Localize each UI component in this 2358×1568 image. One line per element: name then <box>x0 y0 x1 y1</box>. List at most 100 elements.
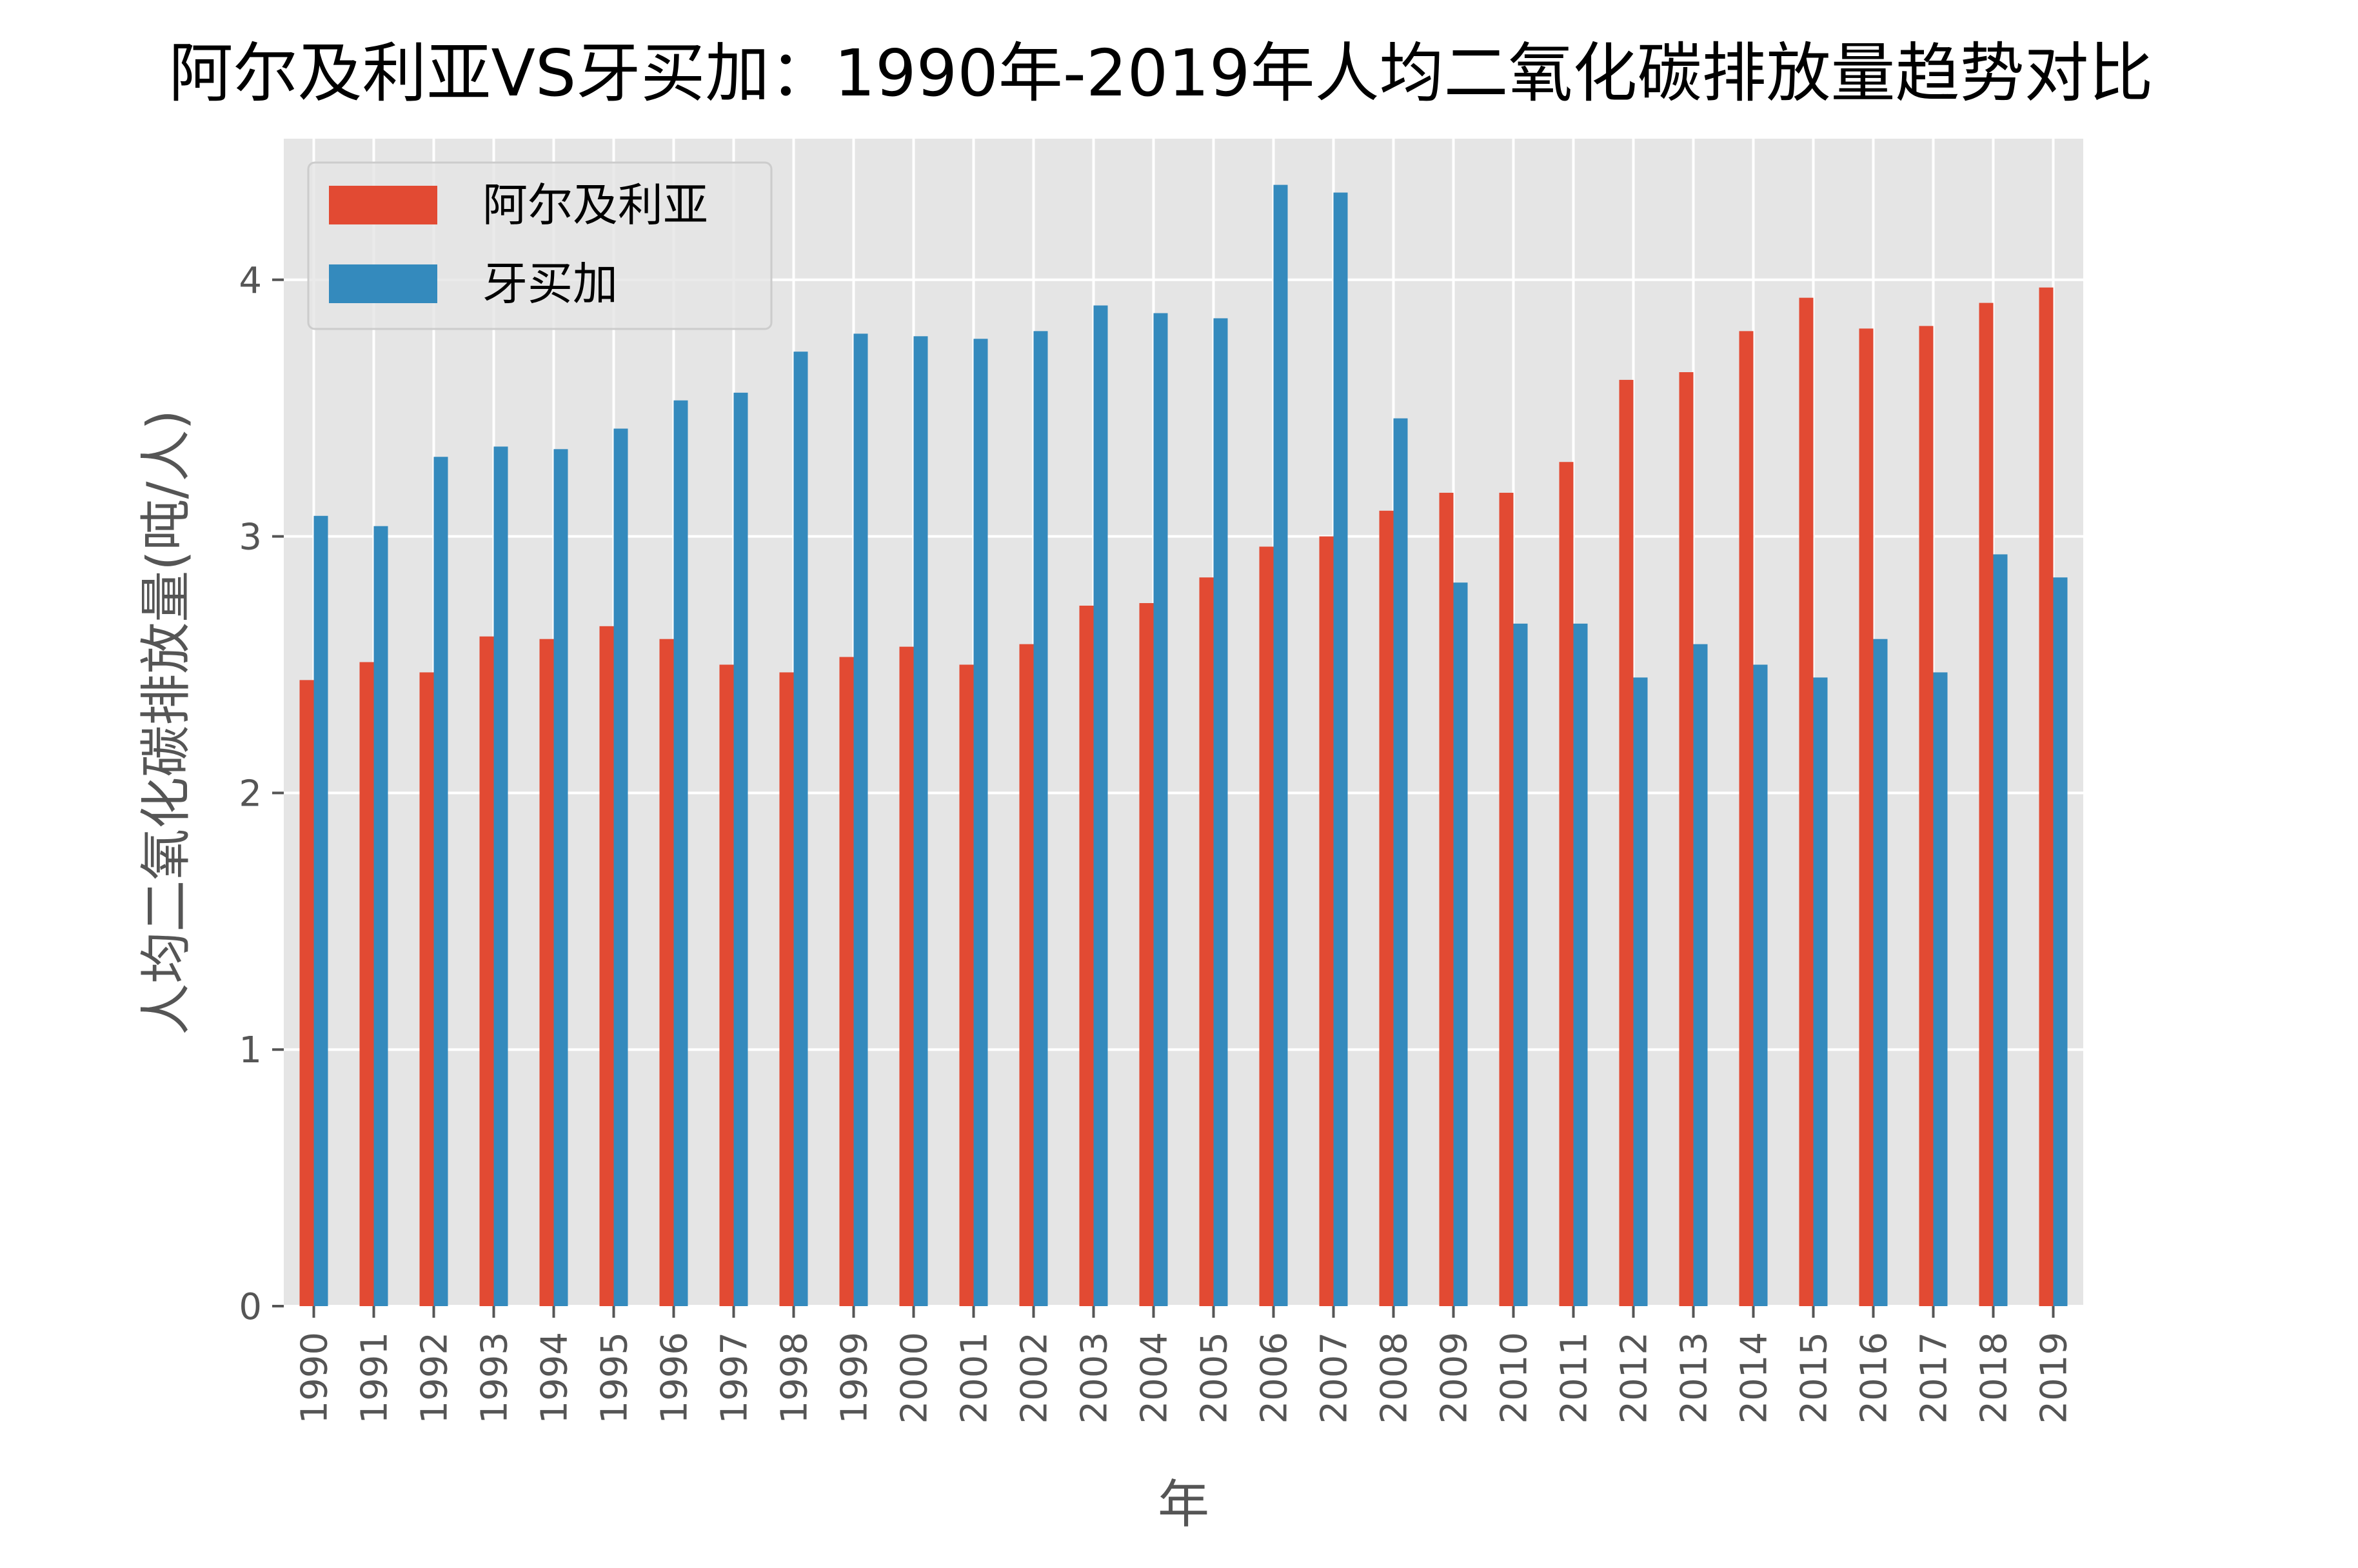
bar-algeria-1998 <box>779 672 794 1306</box>
x-tick-label-1995: 1995 <box>594 1332 636 1424</box>
bar-algeria-1995 <box>599 626 614 1306</box>
x-tick-label-2001: 2001 <box>954 1332 996 1424</box>
bar-algeria-2009 <box>1439 492 1454 1306</box>
bar-algeria-1990 <box>299 680 314 1306</box>
bar-jamaica-1999 <box>853 333 868 1307</box>
bar-jamaica-1993 <box>493 446 508 1307</box>
bar-algeria-2012 <box>1619 379 1634 1306</box>
x-tick-label-2016: 2016 <box>1854 1332 1896 1424</box>
y-axis-label: 人均二氧化碳排放量(吨/人) <box>136 410 196 1035</box>
bar-algeria-2004 <box>1139 603 1154 1306</box>
x-tick-label-1993: 1993 <box>474 1332 516 1424</box>
bar-algeria-1997 <box>719 664 734 1306</box>
bar-algeria-2015 <box>1799 297 1814 1307</box>
bar-jamaica-2019 <box>2053 577 2068 1307</box>
bar-algeria-1994 <box>539 639 554 1306</box>
x-tick-label-2000: 2000 <box>894 1332 936 1424</box>
x-tick-label-1991: 1991 <box>354 1332 396 1424</box>
bar-jamaica-2018 <box>1993 554 2008 1306</box>
bar-jamaica-2011 <box>1573 623 1588 1306</box>
bar-algeria-2003 <box>1079 606 1094 1306</box>
bar-jamaica-1998 <box>793 352 808 1307</box>
bar-algeria-2001 <box>959 664 974 1306</box>
bars <box>299 184 2068 1307</box>
bar-algeria-1996 <box>659 639 674 1306</box>
x-tick-label-2015: 2015 <box>1794 1332 1836 1424</box>
x-tick-label-2011: 2011 <box>1554 1332 1596 1424</box>
y-tick-label: 3 <box>239 517 262 559</box>
x-tick-label-2006: 2006 <box>1254 1332 1296 1424</box>
bar-algeria-2002 <box>1019 644 1034 1306</box>
bar-jamaica-2017 <box>1933 672 1948 1306</box>
bar-jamaica-1991 <box>373 526 388 1306</box>
legend-label-jamaica: 牙买加 <box>482 257 618 310</box>
bar-jamaica-2004 <box>1153 313 1168 1306</box>
bar-jamaica-2000 <box>913 336 928 1307</box>
x-tick-label-1992: 1992 <box>414 1332 456 1424</box>
bar-jamaica-2002 <box>1033 331 1048 1307</box>
bar-jamaica-2006 <box>1273 184 1288 1307</box>
plot-background <box>284 139 2083 1306</box>
bar-jamaica-2013 <box>1693 644 1708 1306</box>
x-tick-label-2010: 2010 <box>1494 1332 1536 1424</box>
x-tick-label-1999: 1999 <box>834 1332 876 1424</box>
x-tick-label-2018: 2018 <box>1974 1332 2016 1424</box>
bar-jamaica-2015 <box>1813 677 1828 1306</box>
legend: 阿尔及利亚 牙买加 <box>307 161 773 330</box>
y-tick-label: 1 <box>239 1029 262 1071</box>
bar-algeria-1999 <box>839 657 854 1306</box>
bar-algeria-2005 <box>1199 577 1214 1307</box>
x-tick-label-2003: 2003 <box>1074 1332 1116 1424</box>
bar-jamaica-2012 <box>1633 677 1648 1306</box>
bar-algeria-1992 <box>419 672 434 1306</box>
bar-algeria-2000 <box>899 646 914 1306</box>
bar-jamaica-1990 <box>313 515 328 1306</box>
bar-algeria-2011 <box>1559 462 1574 1307</box>
bar-algeria-2018 <box>1979 303 1994 1307</box>
legend-swatch-jamaica <box>329 264 437 303</box>
axes: 0 1 2 3 4 1990 1991 1992 1993 1994 1995 1996 1997 199… <box>239 260 2075 1424</box>
bar-jamaica-2009 <box>1453 582 1468 1307</box>
x-axis-label: 年 <box>1158 1474 1209 1534</box>
bar-algeria-2013 <box>1679 372 1694 1306</box>
legend-swatch-algeria <box>329 186 437 224</box>
y-tick-label: 2 <box>239 773 262 815</box>
bar-jamaica-1992 <box>433 457 448 1307</box>
y-tick-label: 4 <box>239 260 262 302</box>
bar-jamaica-2001 <box>973 339 988 1307</box>
bar-algeria-1993 <box>479 636 494 1306</box>
bar-jamaica-1997 <box>733 392 748 1306</box>
x-tick-label-1996: 1996 <box>654 1332 696 1424</box>
bar-jamaica-2005 <box>1213 318 1228 1306</box>
x-tick-label-2012: 2012 <box>1614 1332 1656 1424</box>
y-tick-label: 0 <box>239 1286 262 1328</box>
bar-jamaica-2014 <box>1753 664 1768 1306</box>
x-tick-label-2013: 2013 <box>1674 1332 1716 1424</box>
bar-jamaica-1995 <box>613 428 628 1306</box>
bar-jamaica-1994 <box>553 449 568 1307</box>
bar-jamaica-1996 <box>673 400 688 1306</box>
bar-jamaica-2003 <box>1093 305 1108 1307</box>
bar-algeria-2008 <box>1379 510 1394 1306</box>
bar-algeria-2007 <box>1319 536 1334 1306</box>
bar-algeria-2016 <box>1859 328 1874 1306</box>
bar-jamaica-2010 <box>1513 623 1528 1306</box>
bar-jamaica-2016 <box>1873 639 1888 1306</box>
x-tick-label-1998: 1998 <box>774 1332 816 1424</box>
x-tick-label-2007: 2007 <box>1314 1332 1356 1424</box>
bar-jamaica-2007 <box>1333 192 1348 1306</box>
x-tick-label-2017: 2017 <box>1914 1332 1956 1424</box>
bar-algeria-2010 <box>1499 492 1514 1306</box>
x-tick-label-2009: 2009 <box>1434 1332 1476 1424</box>
x-tick-label-2008: 2008 <box>1374 1332 1416 1424</box>
x-tick-label-1997: 1997 <box>714 1332 756 1424</box>
x-tick-label-2019: 2019 <box>2034 1332 2076 1424</box>
x-tick-label-1994: 1994 <box>534 1332 576 1424</box>
bar-algeria-2006 <box>1259 546 1274 1306</box>
x-tick-label-2004: 2004 <box>1134 1332 1176 1424</box>
bar-algeria-2019 <box>2039 287 2054 1306</box>
legend-label-algeria: 阿尔及利亚 <box>482 179 708 232</box>
bar-algeria-2014 <box>1739 331 1754 1307</box>
x-tick-label-2005: 2005 <box>1194 1332 1236 1424</box>
